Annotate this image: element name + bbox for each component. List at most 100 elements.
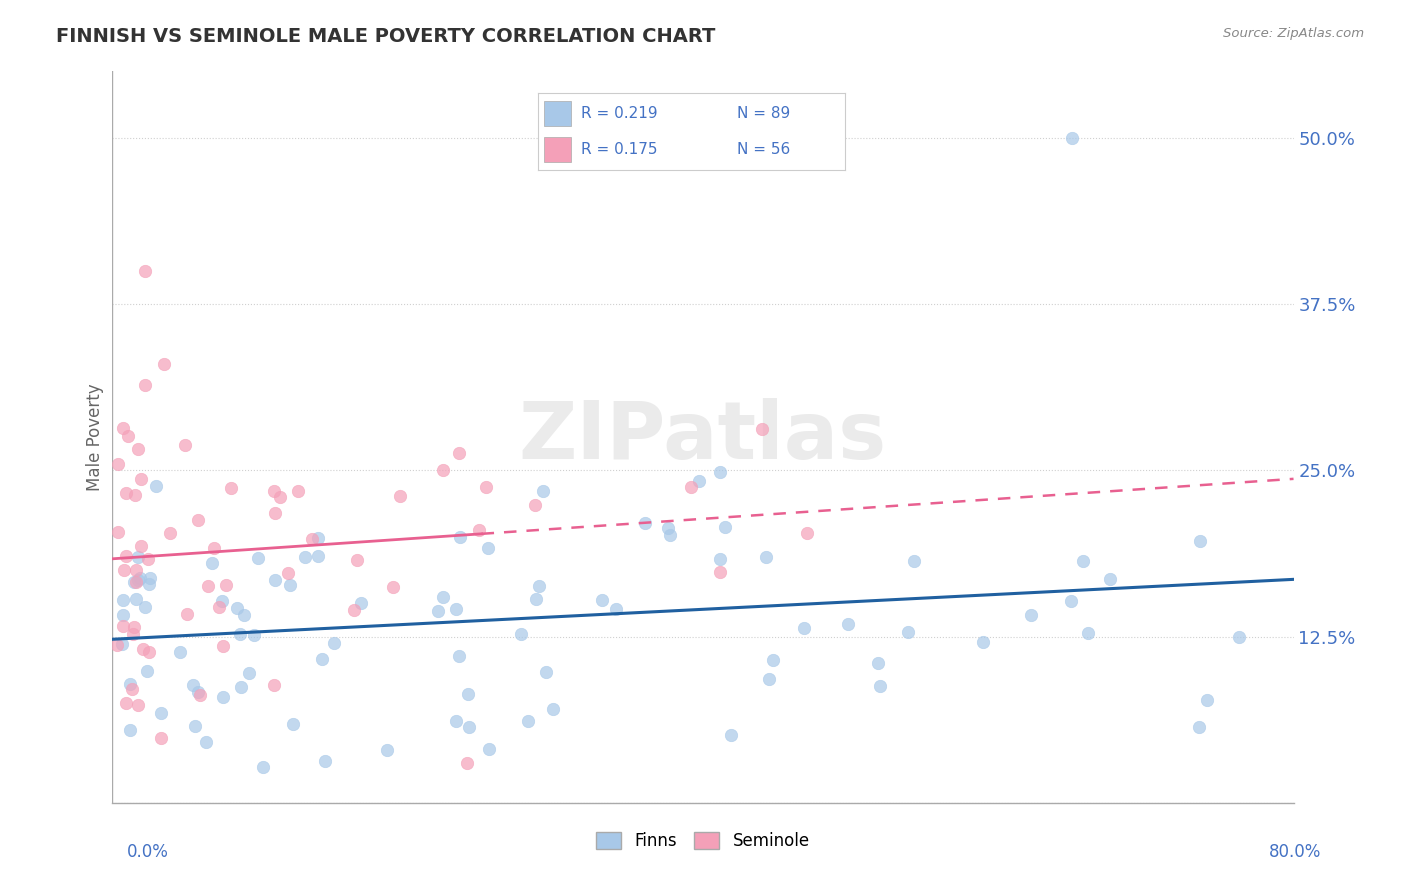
Point [134, 600, 156, 615]
Point [111, 592, 134, 607]
Point [793, 622, 815, 636]
Point [115, 696, 138, 710]
Point [1019, 607, 1042, 622]
Point [432, 591, 454, 605]
Point [714, 519, 737, 533]
Point [138, 571, 160, 585]
Point [125, 574, 148, 589]
Point [287, 483, 309, 498]
Point [169, 645, 191, 659]
Point [1188, 720, 1211, 734]
Point [427, 604, 450, 618]
Point [1195, 693, 1218, 707]
Text: 80.0%: 80.0% [1270, 843, 1322, 861]
Point [232, 608, 254, 623]
Point [238, 665, 260, 680]
Point [264, 573, 287, 587]
Point [131, 539, 153, 553]
Point [1060, 594, 1083, 608]
Point [709, 465, 731, 479]
Point [688, 474, 710, 488]
Point [311, 652, 333, 666]
Point [444, 602, 467, 616]
Point [194, 735, 217, 749]
Point [524, 592, 547, 607]
Point [478, 741, 501, 756]
Point [388, 489, 411, 503]
Point [903, 554, 925, 568]
Point [219, 481, 242, 495]
Point [173, 438, 195, 452]
Point [202, 541, 225, 555]
Point [111, 619, 134, 633]
Point [107, 524, 129, 539]
Point [181, 678, 204, 692]
Point [107, 457, 129, 471]
Point [1189, 533, 1212, 548]
Point [1227, 631, 1250, 645]
Point [346, 553, 368, 567]
Point [138, 645, 160, 659]
Point [183, 719, 205, 733]
Point [125, 563, 148, 577]
Point [531, 484, 554, 499]
Point [447, 446, 470, 460]
Text: 0.0%: 0.0% [127, 843, 169, 861]
Point [212, 639, 235, 653]
Point [134, 264, 156, 278]
Point [762, 653, 785, 667]
Point [112, 563, 135, 577]
Point [127, 698, 149, 713]
Point [129, 472, 152, 486]
Point [972, 635, 994, 649]
Point [150, 731, 173, 745]
Point [323, 636, 346, 650]
Point [231, 680, 253, 694]
Point [1062, 131, 1084, 145]
Point [477, 541, 499, 556]
Point [837, 617, 859, 632]
Point [468, 523, 491, 537]
Point [125, 592, 148, 607]
Point [263, 678, 285, 692]
Point [247, 551, 270, 566]
Point [458, 720, 481, 734]
Point [709, 552, 731, 566]
Point [114, 549, 136, 563]
Point [187, 513, 209, 527]
Point [1098, 572, 1121, 586]
Point [264, 506, 287, 520]
Point [243, 628, 266, 642]
Point [1077, 625, 1099, 640]
Point [159, 525, 181, 540]
Point [115, 486, 138, 500]
Point [447, 648, 470, 663]
Point [153, 357, 176, 371]
Point [122, 620, 145, 634]
Point [111, 607, 134, 622]
Point [758, 673, 780, 687]
Point [432, 463, 454, 477]
Point [269, 490, 291, 504]
Point [117, 429, 139, 443]
Point [456, 756, 478, 770]
Point [529, 579, 551, 593]
Point [187, 684, 209, 698]
Point [866, 657, 889, 671]
Point [111, 637, 134, 651]
Point [343, 603, 366, 617]
Point [375, 742, 398, 756]
Point [536, 665, 558, 679]
Point [541, 702, 564, 716]
Point [281, 717, 304, 731]
Point [720, 728, 742, 742]
Point [449, 530, 471, 544]
Point [127, 549, 149, 564]
Point [136, 552, 159, 566]
Point [517, 714, 540, 729]
Point [510, 627, 533, 641]
Point [658, 528, 681, 542]
Y-axis label: Male Poverty: Male Poverty [86, 384, 104, 491]
Point [294, 550, 316, 565]
Point [208, 600, 231, 615]
